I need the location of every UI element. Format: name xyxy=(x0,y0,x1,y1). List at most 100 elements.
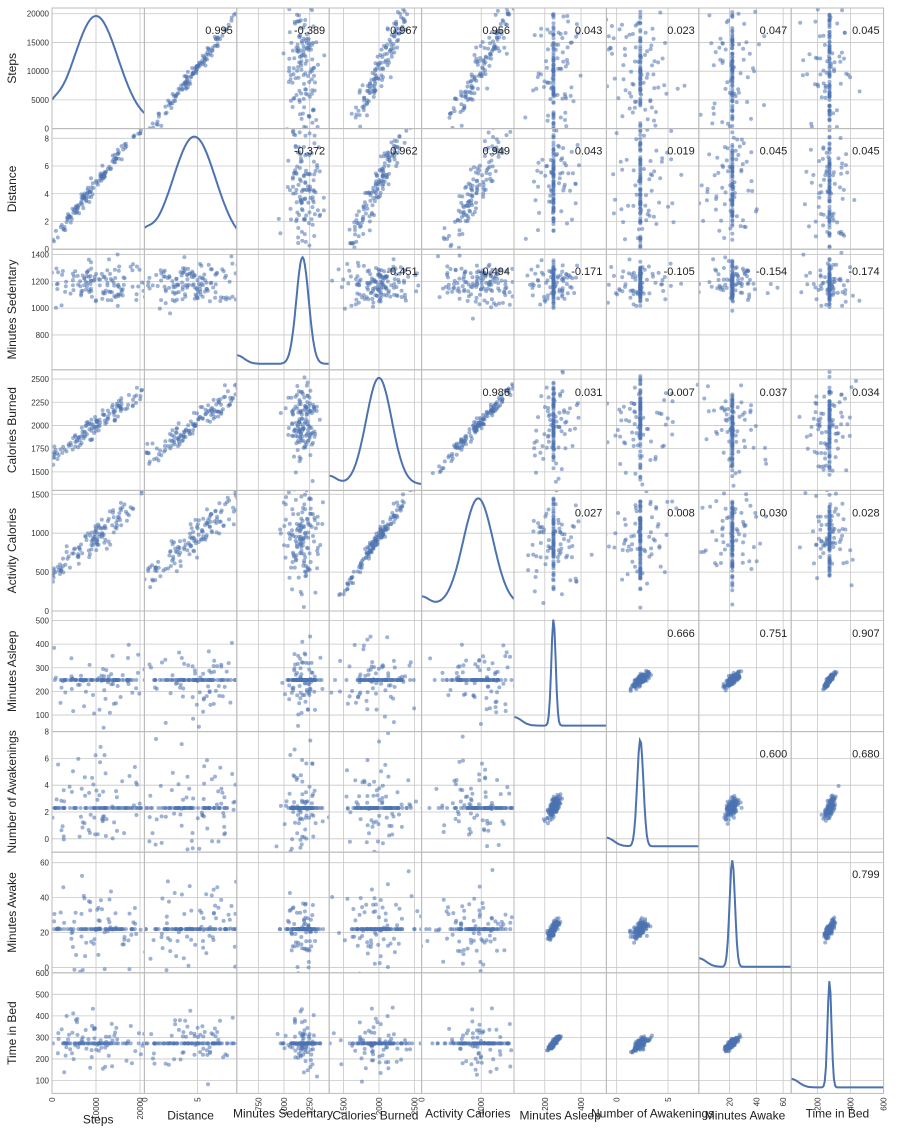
scatter-point xyxy=(79,425,84,430)
scatter-point xyxy=(532,453,537,458)
scatter-point xyxy=(366,287,370,292)
scatter-point xyxy=(37,595,41,599)
scatter-point xyxy=(185,283,190,288)
scatter-point xyxy=(186,423,191,428)
scatter-point xyxy=(723,47,728,52)
scatter-point xyxy=(158,268,163,273)
scatter-point xyxy=(116,268,121,273)
scatter-point xyxy=(312,73,316,78)
scatter-point xyxy=(311,159,316,164)
scatter-point xyxy=(124,509,128,514)
scatter-point xyxy=(110,405,114,410)
scatter-point xyxy=(299,438,304,443)
scatter-point xyxy=(399,288,404,293)
scatter-point xyxy=(809,121,814,126)
scatter-point xyxy=(371,88,376,93)
scatter-point xyxy=(457,289,462,294)
correlation-label: -0.174 xyxy=(848,266,879,278)
scatter-point xyxy=(195,411,199,416)
scatter-point xyxy=(486,130,491,135)
scatter-point xyxy=(88,278,93,283)
scatter-point xyxy=(827,197,832,201)
scatter-point xyxy=(291,66,296,71)
scatter-point xyxy=(638,75,643,80)
scatter-point xyxy=(546,434,550,439)
scatter-point xyxy=(819,95,824,100)
scatter-point xyxy=(303,153,308,158)
scatter-point xyxy=(33,584,37,588)
scatter-point xyxy=(230,395,235,400)
scatter-point xyxy=(481,194,486,199)
scatter-point xyxy=(804,434,809,439)
scatter-point xyxy=(213,295,218,300)
scatter-point xyxy=(728,226,733,231)
scatter-point xyxy=(105,417,110,422)
scatter-point xyxy=(134,264,139,269)
scatter-point xyxy=(392,282,397,286)
scatter-point xyxy=(289,250,293,254)
scatter-point xyxy=(775,285,780,290)
scatter-point xyxy=(292,365,296,369)
scatter-point xyxy=(447,233,451,238)
scatter-point xyxy=(701,218,706,223)
scatter-point xyxy=(570,276,575,281)
scatter-point xyxy=(714,197,719,201)
scatter-point xyxy=(551,466,556,471)
scatter-point xyxy=(745,268,750,273)
scatter-point xyxy=(646,208,651,213)
panel-r0-c0 xyxy=(51,7,145,130)
scatter-point xyxy=(729,278,734,283)
scatter-point xyxy=(430,251,434,255)
scatter-point xyxy=(108,271,112,276)
scatter-point xyxy=(185,69,190,74)
scatter-point xyxy=(562,185,567,190)
scatter-point xyxy=(470,74,475,79)
scatter-point xyxy=(301,426,306,431)
scatter-point xyxy=(367,219,372,224)
scatter-point xyxy=(487,63,492,68)
scatter-point xyxy=(742,21,747,26)
scatter-point xyxy=(61,564,65,569)
scatter-point xyxy=(176,437,181,442)
scatter-point xyxy=(740,162,745,167)
scatter-point xyxy=(388,294,393,299)
scatter-point xyxy=(723,190,728,195)
scatter-point xyxy=(287,69,292,74)
scatter-point xyxy=(75,203,80,208)
scatter-point xyxy=(665,416,670,421)
scatter-point xyxy=(389,140,394,145)
scatter-point xyxy=(849,385,854,390)
scatter-point xyxy=(372,84,377,89)
scatter-point xyxy=(306,74,310,78)
scatter-point xyxy=(138,394,143,399)
scatter-point xyxy=(551,185,556,190)
scatter-point xyxy=(544,385,549,390)
scatter-point xyxy=(206,52,211,57)
correlation-label: -0.451 xyxy=(386,266,417,278)
scatter-point xyxy=(495,400,499,405)
scatter-point xyxy=(375,287,380,292)
scatter-point xyxy=(632,385,637,390)
scatter-point xyxy=(230,294,235,299)
scatter-point xyxy=(638,15,643,20)
scatter-point xyxy=(670,420,675,424)
scatter-point xyxy=(371,304,375,309)
scatter-point xyxy=(730,468,735,473)
scatter-point xyxy=(699,183,704,188)
scatter-point xyxy=(638,9,643,14)
scatter-point xyxy=(71,436,76,440)
scatter-point xyxy=(392,34,397,39)
scatter-point xyxy=(83,423,88,428)
scatter-point xyxy=(561,146,566,151)
scatter-point xyxy=(486,55,491,60)
scatter-point xyxy=(180,280,185,285)
scatter-point xyxy=(213,282,218,287)
scatter-point xyxy=(809,425,814,429)
scatter-point xyxy=(630,81,635,86)
scatter-point xyxy=(729,464,734,469)
scatter-point xyxy=(551,175,556,180)
scatter-point xyxy=(821,33,826,38)
scatter-point xyxy=(295,19,300,24)
scatter-point xyxy=(730,294,735,299)
scatter-point xyxy=(287,30,292,35)
